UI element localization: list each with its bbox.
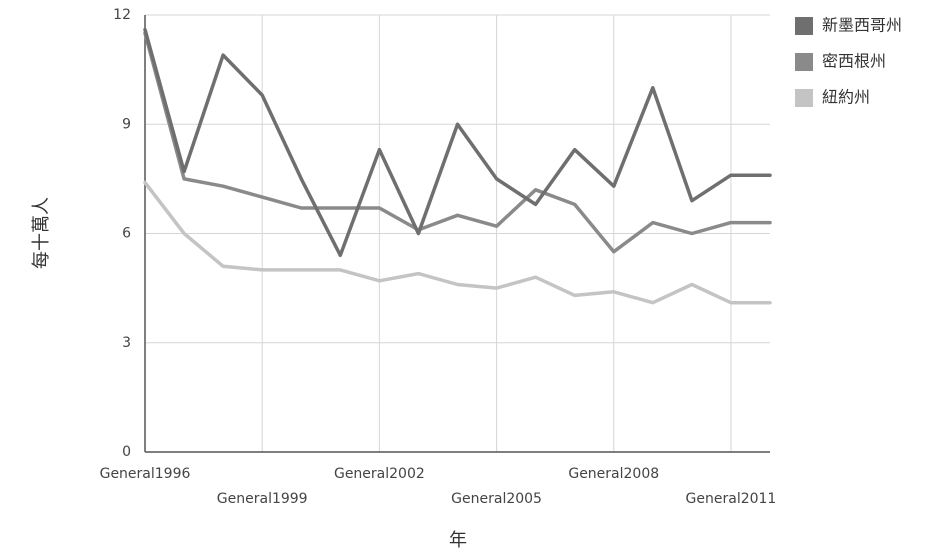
x-tick-labels: General1996 General1999 General2002 General… [100, 466, 777, 507]
legend-swatch [795, 89, 813, 107]
y-tick-label: 9 [122, 116, 131, 132]
series-line [143, 31, 772, 254]
y-tick-labels: 0 3 6 9 12 [113, 7, 131, 460]
x-tick-label: General2005 [451, 491, 542, 507]
legend-swatch [795, 17, 813, 35]
series-line [143, 180, 772, 305]
series-lines [143, 27, 772, 305]
x-tick-label: General1999 [217, 491, 308, 507]
x-tick-label: General1996 [100, 466, 191, 482]
y-tick-label: 6 [122, 226, 131, 242]
legend-label: 新墨西哥州 [822, 16, 902, 35]
y-tick-label: 3 [122, 335, 131, 351]
series-line [143, 27, 772, 258]
legend-label: 密西根州 [822, 52, 886, 71]
y-tick-label: 0 [122, 444, 131, 460]
grid [145, 14, 770, 452]
y-tick-label: 12 [113, 7, 131, 23]
x-tick-label: General2002 [334, 466, 425, 482]
legend-swatch [795, 53, 813, 71]
legend-label: 紐約州 [822, 88, 870, 107]
x-tick-label: General2008 [568, 466, 659, 482]
y-axis-title: 每十萬人 [31, 197, 52, 269]
x-axis-title: 年 [449, 530, 467, 551]
x-tick-label: General2011 [686, 491, 777, 507]
axes [144, 15, 770, 453]
